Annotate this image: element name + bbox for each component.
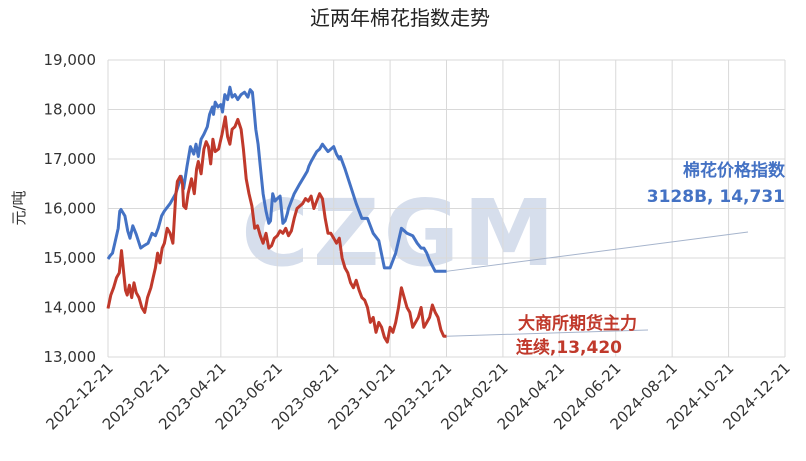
grid xyxy=(107,59,786,358)
y-tick-label: 16,000 xyxy=(44,200,97,218)
series-line-futures xyxy=(106,115,447,344)
futures-annotation-name: 大商所期货主力 xyxy=(518,313,637,334)
y-tick-label: 13,000 xyxy=(44,348,97,366)
y-tick-label: 15,000 xyxy=(44,249,97,267)
y-tick-label: 18,000 xyxy=(44,101,97,119)
series-layer xyxy=(106,85,447,344)
futures-annotation-value: 连续,13,420 xyxy=(516,337,622,358)
y-tick-label: 14,000 xyxy=(44,299,97,317)
y-tick-label: 19,000 xyxy=(44,51,97,69)
x-axis: 2022-12-212023-02-212023-04-212023-06-21… xyxy=(42,359,793,433)
index-leader-line xyxy=(446,231,749,272)
index-annotation-value: 3128B, 14,731 xyxy=(647,187,785,207)
chart-title: 近两年棉花指数走势 xyxy=(310,6,490,30)
index-annotation-name: 棉花价格指数 xyxy=(683,160,786,181)
y-tick-label: 17,000 xyxy=(44,150,97,168)
series-line-cotton-index xyxy=(106,85,447,273)
futures-leader-line xyxy=(446,329,649,337)
y-axis: 13,000 14,000 15,000 16,000 17,000 18,000 19,0… xyxy=(44,51,97,366)
y-axis-label: 元/吨 xyxy=(10,190,28,225)
